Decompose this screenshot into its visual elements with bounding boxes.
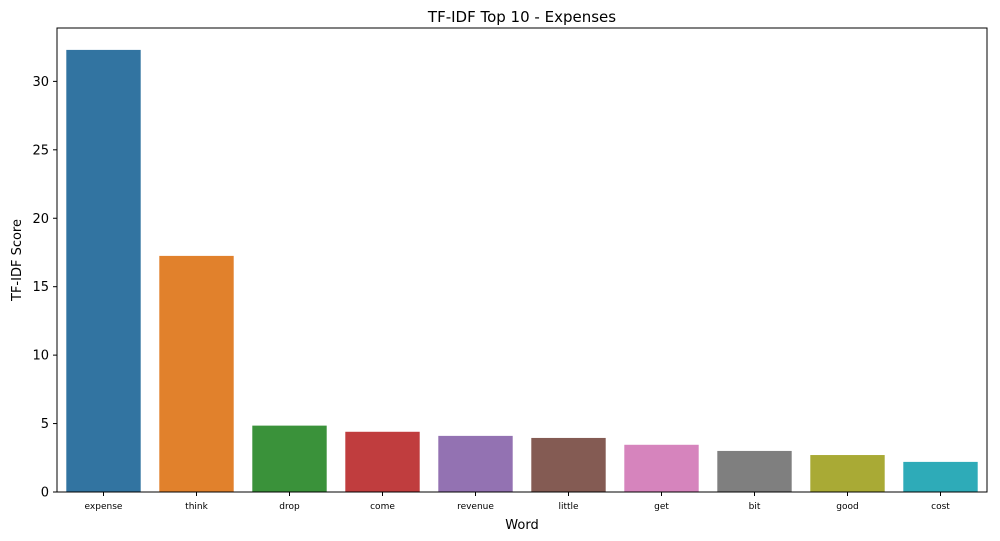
plot-frame: [56, 27, 988, 493]
x-tick-label: drop: [279, 502, 300, 512]
x-tick-label: think: [185, 502, 208, 512]
y-tick-label: 5: [41, 417, 49, 432]
bar-drop: [252, 425, 327, 492]
bar-cost: [903, 461, 978, 492]
bar-good: [810, 455, 885, 492]
y-tick-label: 10: [32, 349, 49, 364]
bar-little: [531, 437, 606, 492]
bars-layer: [66, 49, 978, 493]
x-tick-label: expense: [85, 502, 123, 512]
bar-expense: [66, 49, 141, 493]
y-tick-label: 30: [32, 75, 49, 90]
x-tick-label: good: [836, 502, 858, 512]
x-tick-label: little: [558, 502, 579, 512]
y-axis-label: TF-IDF Score: [10, 219, 25, 302]
chart-title: TF-IDF Top 10 - Expenses: [427, 8, 616, 26]
x-tick-label: come: [370, 502, 395, 512]
x-tick-label: bit: [749, 502, 761, 512]
x-tick-label: cost: [931, 502, 950, 512]
bar-get: [624, 444, 699, 492]
x-axis: expense think drop come revenue little get bit g…: [85, 492, 950, 512]
y-tick-label: 0: [41, 486, 49, 501]
x-axis-label: Word: [505, 518, 538, 533]
x-tick-label: revenue: [457, 502, 494, 512]
y-tick-label: 20: [32, 212, 49, 227]
y-tick-label: 25: [32, 143, 49, 158]
x-tick-label: get: [654, 502, 669, 512]
bar-revenue: [438, 435, 513, 492]
y-axis: 0 5 10 15 20 25 30: [32, 75, 57, 501]
bar-bit: [717, 450, 792, 492]
bar-come: [345, 431, 420, 492]
bar-think: [159, 255, 234, 492]
y-tick-label: 15: [32, 280, 49, 295]
